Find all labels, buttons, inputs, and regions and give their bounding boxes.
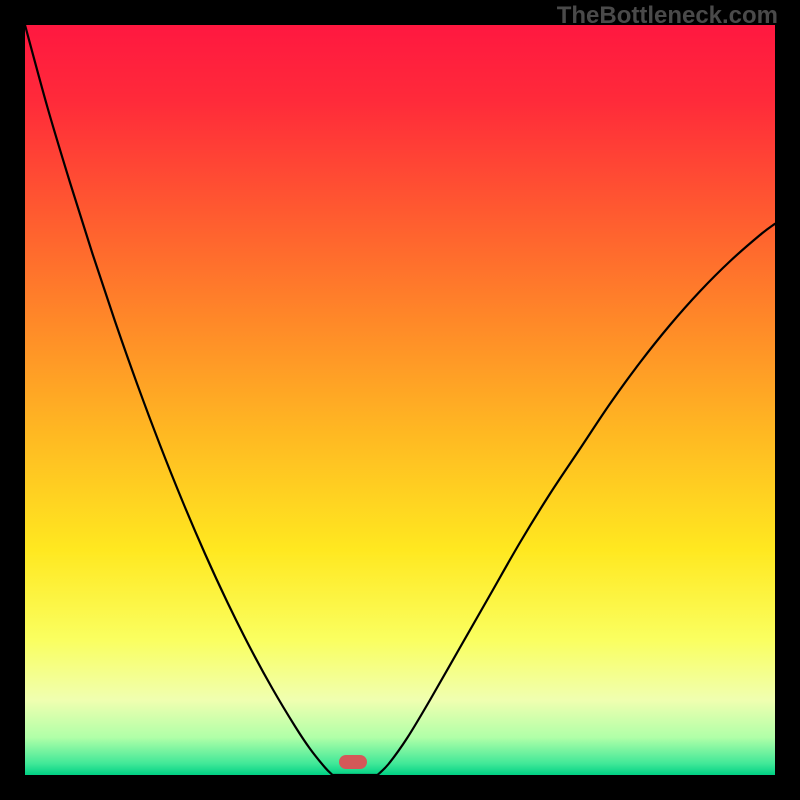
- optimal-marker: [339, 755, 367, 769]
- chart-frame: TheBottleneck.com: [0, 0, 800, 800]
- bottleneck-curve: [25, 25, 775, 775]
- watermark-text: TheBottleneck.com: [557, 2, 778, 30]
- plot-area: [25, 25, 775, 775]
